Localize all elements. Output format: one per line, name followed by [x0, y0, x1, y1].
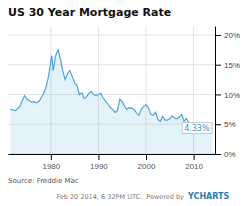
- annotation: 4.33%: [182, 123, 212, 134]
- source: Source: Freddie Mac: [8, 177, 79, 185]
- y-tick: 5%: [215, 120, 236, 129]
- x-tick-mark: [51, 154, 52, 160]
- x-axis: 1980 1990 2000 2010: [9, 154, 216, 171]
- x-tick-label: 2000: [138, 162, 156, 171]
- y-tick-label: 10%: [224, 91, 240, 100]
- x-tick-label: 2010: [185, 162, 203, 171]
- chart: 1980 1990 2000 2010 0% 5% 10% 15% 20% 4.33% US 30 …: [0, 0, 245, 206]
- footer: Feb 20 2014, 6:32PM UTC. Powered by: [56, 193, 186, 201]
- y-tick-label: 20%: [224, 31, 240, 40]
- x-tick: 2010: [185, 154, 203, 171]
- y-tick: 10%: [215, 91, 240, 100]
- x-tick: 1990: [90, 154, 108, 171]
- grid-line: [8, 34, 215, 35]
- x-tick: 2000: [138, 154, 156, 171]
- credit: YCHARTS: [187, 192, 230, 201]
- grid-line: [8, 94, 215, 95]
- y-tick-mark: [215, 124, 221, 125]
- x-tick-label: 1990: [90, 162, 108, 171]
- x-tick-mark: [98, 154, 99, 160]
- x-tick-label: 1980: [42, 162, 60, 171]
- y-tick: 0%: [215, 150, 236, 159]
- y-tick: 20%: [215, 31, 240, 40]
- area: [10, 50, 212, 154]
- title: US 30 Year Mortgage Rate: [8, 6, 171, 19]
- plot: 1980 1990 2000 2010 0% 5% 10% 15% 20% 4.33%: [8, 26, 240, 171]
- x-tick-mark: [194, 154, 195, 160]
- y-tick: 15%: [215, 61, 240, 70]
- marks: [10, 50, 212, 154]
- line: [10, 50, 212, 133]
- y-axis-line: [215, 27, 216, 155]
- grid-line: [8, 64, 215, 65]
- x-axis-line: [9, 154, 216, 155]
- x-tick: 1980: [42, 154, 60, 171]
- y-tick-mark: [215, 94, 221, 95]
- x-tick-mark: [146, 154, 147, 160]
- y-axis: 0% 5% 10% 15% 20%: [215, 27, 240, 160]
- y-tick-mark: [215, 154, 221, 155]
- y-tick-mark: [215, 65, 221, 66]
- y-tick-label: 15%: [224, 61, 240, 70]
- annotation-box: [182, 123, 212, 134]
- y-tick-label: 0%: [224, 150, 236, 159]
- y-tick-mark: [215, 35, 221, 36]
- annotation-text: 4.33%: [184, 124, 210, 133]
- grid: [8, 26, 215, 154]
- y-tick-label: 5%: [224, 120, 236, 129]
